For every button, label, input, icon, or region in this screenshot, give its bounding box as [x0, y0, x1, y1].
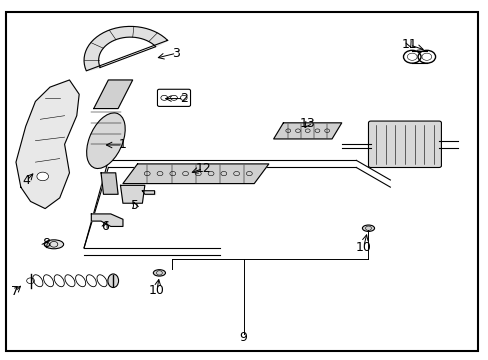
Polygon shape — [84, 26, 167, 71]
Text: 10: 10 — [355, 240, 371, 254]
Ellipse shape — [153, 270, 165, 276]
Ellipse shape — [86, 113, 125, 168]
Polygon shape — [122, 164, 268, 184]
FancyBboxPatch shape — [368, 121, 441, 167]
Text: 7: 7 — [11, 285, 19, 298]
Text: 4: 4 — [22, 174, 31, 187]
Ellipse shape — [44, 240, 63, 249]
Text: 3: 3 — [172, 47, 180, 60]
Text: 1: 1 — [119, 139, 126, 152]
Ellipse shape — [108, 274, 118, 288]
Text: 9: 9 — [239, 332, 247, 345]
Text: 13: 13 — [299, 117, 315, 130]
Text: 2: 2 — [180, 92, 187, 105]
Text: 8: 8 — [42, 237, 50, 250]
Text: 10: 10 — [149, 284, 164, 297]
Text: 5: 5 — [131, 199, 139, 212]
Text: 12: 12 — [195, 162, 211, 175]
Polygon shape — [273, 123, 341, 139]
Polygon shape — [16, 80, 79, 208]
Ellipse shape — [362, 225, 374, 231]
Polygon shape — [94, 80, 132, 109]
Polygon shape — [91, 214, 122, 226]
Text: 6: 6 — [101, 220, 109, 233]
Polygon shape — [120, 185, 144, 203]
Polygon shape — [101, 173, 118, 194]
Circle shape — [37, 172, 48, 181]
Polygon shape — [142, 191, 154, 194]
Text: 11: 11 — [401, 39, 417, 51]
